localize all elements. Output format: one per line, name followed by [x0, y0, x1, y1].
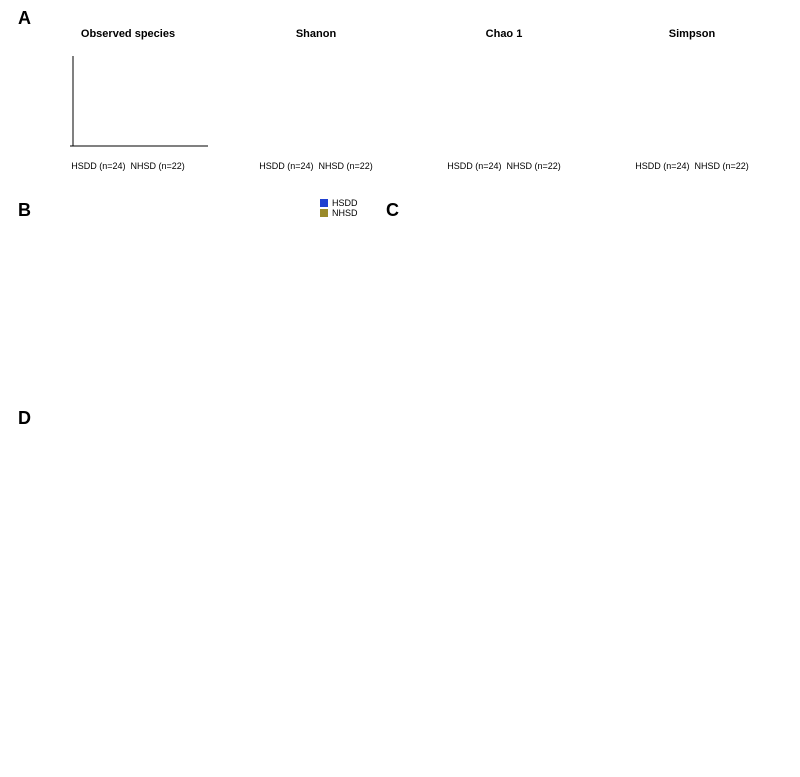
legend-b: HSDD NHSD	[320, 198, 358, 218]
boxplot-svg-2	[416, 46, 592, 156]
panel-c	[380, 200, 780, 380]
panel-b	[40, 200, 380, 380]
panel-a: Observed speciesHSDD (n=24) NHSD (n=22) …	[40, 28, 780, 178]
bx-xl-1: HSDD (n=24) NHSD (n=22)	[228, 161, 404, 171]
pcoa-svg-0	[40, 200, 206, 380]
pcoa-0	[40, 200, 206, 380]
boxplot-0: Observed species HSDD (n=24) NHSD (n=22)	[40, 28, 216, 178]
pcoa-svg-1	[214, 200, 380, 380]
boxplot-2: Chao 1 HSDD (n=24) NHSD (n=22)	[416, 28, 592, 178]
boxplot-1: Shanon HSDD (n=24) NHSD (n=22)	[228, 28, 404, 178]
stacked-svg	[380, 200, 580, 380]
bx-xl-2: HSDD (n=24) NHSD (n=22)	[416, 161, 592, 171]
boxplot-3: Simpson HSDD (n=24) NHSD (n=22)	[604, 28, 780, 178]
boxplot-title-2: Chao 1	[416, 28, 592, 40]
boxplot-svg-1	[228, 46, 404, 156]
bx-xl-0: HSDD (n=24) NHSD (n=22)	[40, 161, 216, 171]
boxplot-svg-0	[40, 46, 216, 156]
boxplot-title-0: Observed species	[40, 28, 216, 40]
col-family	[215, 410, 375, 715]
boxplot-title-3: Simpson	[604, 28, 780, 40]
pcoa-1	[214, 200, 380, 380]
bx-xl-3: HSDD (n=24) NHSD (n=22)	[604, 161, 780, 171]
panel-b-label: B	[18, 200, 31, 221]
panel-d-label: D	[18, 408, 31, 429]
col-order	[40, 410, 215, 715]
boxplot-svg-3	[604, 46, 780, 156]
panel-a-label: A	[18, 8, 31, 29]
col-genus	[375, 410, 555, 715]
boxplot-title-1: Shanon	[228, 28, 404, 40]
arrows-d	[540, 425, 760, 465]
